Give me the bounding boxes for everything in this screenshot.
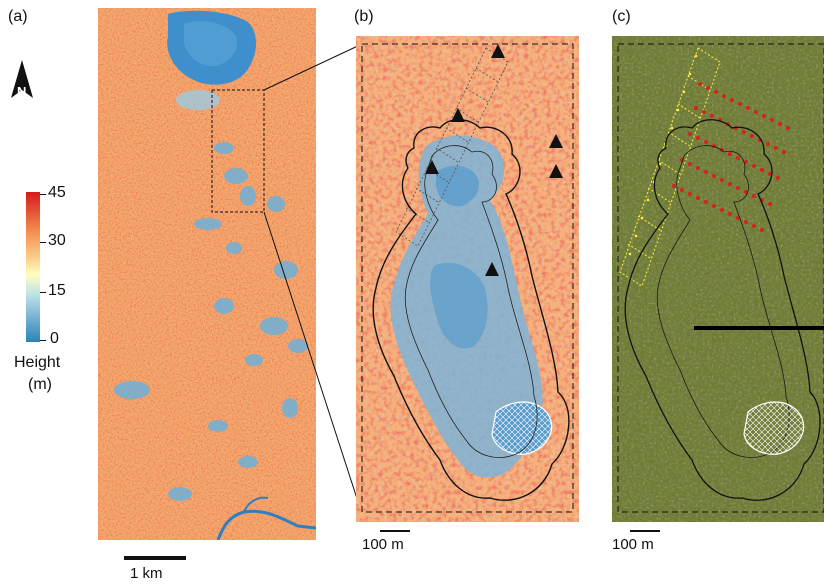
north-arrow: N [10,60,34,106]
scale-bar-c [630,530,660,532]
north-letter: N [17,84,27,99]
colorbar-tick-15: 15 [48,282,66,299]
height-map-overview [98,8,316,540]
colorbar-tick-0: 0 [50,330,59,347]
height-map-inset [356,36,579,522]
panel-a-label: (a) [8,8,28,25]
panel-b-label: (b) [354,8,374,25]
scale-bar-a [124,556,186,560]
scale-label-a: 1 km [130,565,163,582]
height-colorbar [26,192,40,342]
scale-label-b: 100 m [362,536,404,553]
panel-c-label: (c) [612,8,631,25]
colorbar-tick-30: 30 [48,232,66,249]
legend-title-unit: (m) [28,376,52,393]
aerial-photo-inset [612,36,824,522]
legend-title-height: Height [14,354,61,371]
colorbar-tick-45: 45 [48,184,66,201]
scale-label-c: 100 m [612,536,654,553]
north-arrow-icon [11,60,33,98]
scale-bar-b [380,530,410,532]
